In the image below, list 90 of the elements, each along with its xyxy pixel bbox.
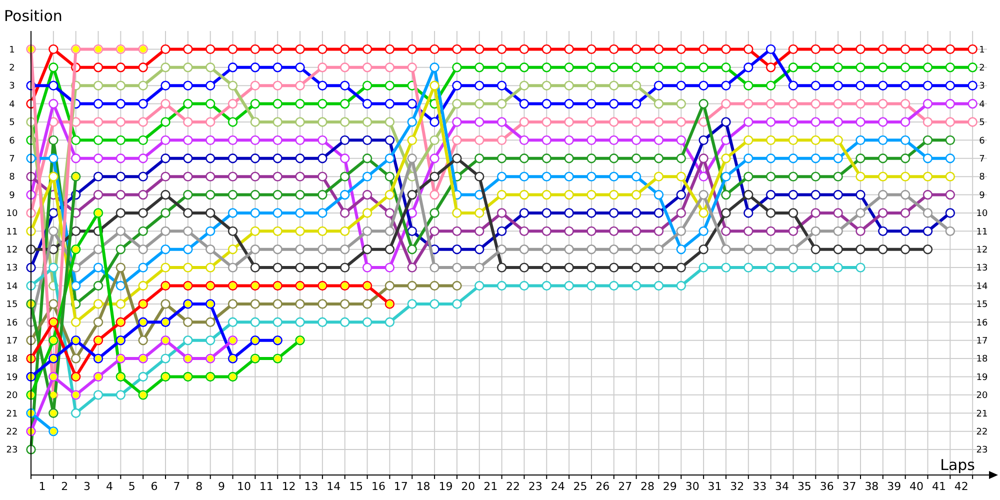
y-tick-label: 22 bbox=[6, 427, 18, 438]
x-tick-label: 14 bbox=[326, 480, 341, 493]
y-tick-label: 14 bbox=[6, 282, 18, 292]
x-tick-label: 23 bbox=[528, 480, 542, 493]
y-tick-label: 5 bbox=[9, 118, 15, 128]
y2-tick-label: 19 bbox=[976, 372, 988, 383]
x-tick-label: 7 bbox=[173, 480, 180, 493]
y-tick-label: 15 bbox=[6, 300, 18, 310]
y2-tick-label: 17 bbox=[976, 336, 988, 346]
x-tick-label: 8 bbox=[196, 480, 203, 493]
y2-tick-label: 13 bbox=[976, 264, 988, 274]
x-tick-label: 19 bbox=[438, 480, 453, 493]
y2-tick-label: 16 bbox=[976, 318, 988, 328]
x-tick-label: 4 bbox=[106, 480, 113, 493]
y-tick-label: 2 bbox=[9, 64, 15, 74]
y2-tick-label: 6 bbox=[979, 136, 986, 146]
x-tick-label: 35 bbox=[797, 480, 812, 493]
y-tick-label: 7 bbox=[9, 154, 15, 165]
y-tick-label: 17 bbox=[6, 336, 18, 346]
y2-tick-label: 11 bbox=[976, 227, 988, 238]
x-tick-label: 29 bbox=[662, 480, 677, 493]
y-tick-label: 9 bbox=[9, 190, 16, 201]
y-tick-label: 16 bbox=[6, 318, 18, 328]
y-tick-label: 1 bbox=[9, 45, 15, 56]
y-tick-label: 19 bbox=[6, 372, 18, 383]
y2-tick-label: 3 bbox=[979, 82, 985, 92]
y2-tick-label: 2 bbox=[979, 64, 985, 74]
x-tick-label: 39 bbox=[887, 480, 902, 493]
x-tick-label: 1 bbox=[38, 480, 46, 493]
x-tick-label: 6 bbox=[150, 480, 158, 493]
x-tick-label: 16 bbox=[371, 480, 386, 493]
y2-tick-label: 12 bbox=[976, 246, 988, 256]
y2-tick-label: 10 bbox=[976, 209, 988, 220]
y2-tick-label: 8 bbox=[979, 172, 986, 183]
x-tick-label: 31 bbox=[708, 480, 722, 493]
y-tick-label: 10 bbox=[6, 209, 18, 220]
x-tick-label: 17 bbox=[394, 480, 408, 493]
x-tick-label: 42 bbox=[954, 480, 968, 493]
x-tick-label: 20 bbox=[461, 480, 476, 493]
x-tick-label: 40 bbox=[910, 480, 924, 493]
y-tick-label: 6 bbox=[9, 136, 16, 146]
y2-tick-label: 5 bbox=[979, 118, 985, 128]
y-tick-label: 8 bbox=[9, 172, 16, 183]
x-tick-label: 41 bbox=[932, 480, 946, 493]
y-tick-label: 3 bbox=[9, 82, 15, 92]
y2-tick-label: 18 bbox=[976, 354, 988, 365]
y-tick-label: 18 bbox=[6, 354, 18, 365]
x-tick-label: 27 bbox=[618, 480, 632, 493]
y2-tick-label: 9 bbox=[979, 190, 986, 201]
y-tick-label: 21 bbox=[6, 409, 18, 420]
x-tick-label: 24 bbox=[550, 480, 565, 493]
y2-tick-label: 4 bbox=[979, 100, 986, 110]
x-tick-label: 11 bbox=[259, 480, 274, 493]
x-tick-label: 5 bbox=[128, 480, 136, 493]
x-tick-label: 28 bbox=[640, 480, 655, 493]
x-tick-label: 2 bbox=[61, 480, 68, 493]
x-tick-label: 38 bbox=[864, 480, 879, 493]
x-tick-label: 12 bbox=[282, 480, 296, 493]
y2-tick-label: 15 bbox=[976, 300, 988, 310]
y-tick-label: 20 bbox=[6, 391, 18, 402]
x-tick-label: 25 bbox=[573, 480, 588, 493]
x-tick-label: 21 bbox=[484, 480, 498, 493]
x-tick-label: 13 bbox=[304, 480, 318, 493]
y-tick-label: 11 bbox=[6, 227, 18, 238]
x-tick-label: 22 bbox=[506, 480, 520, 493]
x-axis-title: Laps bbox=[940, 456, 976, 474]
x-tick-label: 15 bbox=[349, 480, 364, 493]
x-tick-label: 34 bbox=[775, 480, 790, 493]
x-tick-label: 32 bbox=[730, 480, 744, 493]
x-tick-label: 10 bbox=[236, 480, 251, 493]
y-tick-label: 13 bbox=[6, 264, 18, 274]
y2-tick-label: 1 bbox=[979, 45, 985, 56]
y-tick-label: 12 bbox=[6, 246, 18, 256]
x-tick-label: 18 bbox=[416, 480, 430, 493]
y-tick-label: 4 bbox=[9, 100, 16, 110]
y2-tick-label: 20 bbox=[976, 391, 988, 402]
y2-tick-label: 22 bbox=[976, 427, 988, 438]
x-tick-label: 9 bbox=[218, 480, 226, 493]
x-tick-label: 37 bbox=[842, 480, 856, 493]
x-tick-label: 26 bbox=[596, 480, 610, 493]
y2-tick-label: 21 bbox=[976, 409, 988, 420]
x-tick-label: 33 bbox=[752, 480, 767, 493]
x-tick-label: 3 bbox=[84, 480, 91, 493]
y-axis-title: Position bbox=[4, 7, 62, 25]
x-tick-label: 30 bbox=[685, 480, 700, 493]
y-tick-label: 23 bbox=[6, 446, 18, 456]
y2-tick-label: 23 bbox=[976, 446, 988, 456]
x-tick-label: 36 bbox=[820, 480, 834, 493]
y2-tick-label: 7 bbox=[979, 154, 985, 165]
y2-tick-label: 14 bbox=[976, 282, 988, 292]
